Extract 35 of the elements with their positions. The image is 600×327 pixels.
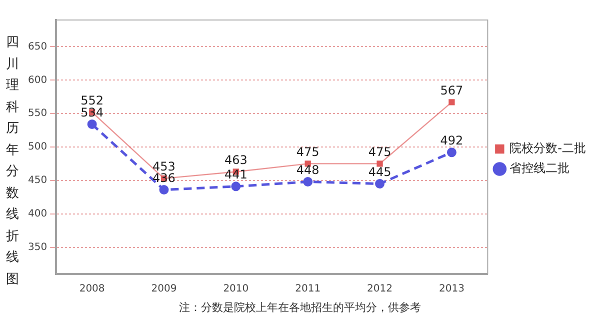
y-tick-label: 550 bbox=[28, 108, 48, 120]
data-label: 475 bbox=[368, 144, 392, 159]
x-tick-label: 2009 bbox=[151, 284, 177, 295]
x-tick-label: 2013 bbox=[438, 284, 464, 295]
text: 四川理科历年分数线折线图 bbox=[6, 35, 19, 286]
data-label: 441 bbox=[224, 168, 248, 182]
x-tick-label: 2011 bbox=[295, 284, 321, 295]
legend-label: 院校分数-二批 bbox=[510, 141, 586, 156]
y-tick-label: 350 bbox=[28, 242, 48, 253]
point bbox=[446, 148, 456, 158]
text: 注：分数是院校上年在各地招生的平均分，供参考 bbox=[178, 300, 422, 315]
data-label: 448 bbox=[296, 162, 320, 177]
y-tick-label: 400 bbox=[28, 208, 48, 220]
data-label: 463 bbox=[224, 152, 248, 167]
data-label: 475 bbox=[296, 144, 320, 159]
x-tick-label: 2010 bbox=[223, 284, 249, 295]
x-tick-label: 2012 bbox=[367, 284, 392, 295]
x-tick-label: 2008 bbox=[79, 284, 105, 295]
y-tick-label: 600 bbox=[28, 74, 48, 86]
legend-label: 省控线二批 bbox=[510, 161, 570, 176]
point bbox=[231, 182, 241, 192]
data-label: 567 bbox=[440, 83, 464, 98]
point bbox=[375, 179, 385, 189]
point bbox=[159, 185, 169, 195]
data-label: 453 bbox=[152, 160, 176, 174]
point bbox=[376, 160, 383, 167]
point bbox=[87, 120, 97, 130]
point bbox=[448, 99, 455, 106]
y-tick-label: 650 bbox=[28, 41, 48, 52]
data-label: 445 bbox=[368, 164, 392, 179]
point bbox=[303, 177, 313, 187]
data-label: 552 bbox=[80, 93, 104, 108]
y-tick-label: 450 bbox=[28, 175, 48, 186]
y-tick-label: 500 bbox=[28, 142, 48, 153]
data-label: 492 bbox=[440, 133, 464, 148]
